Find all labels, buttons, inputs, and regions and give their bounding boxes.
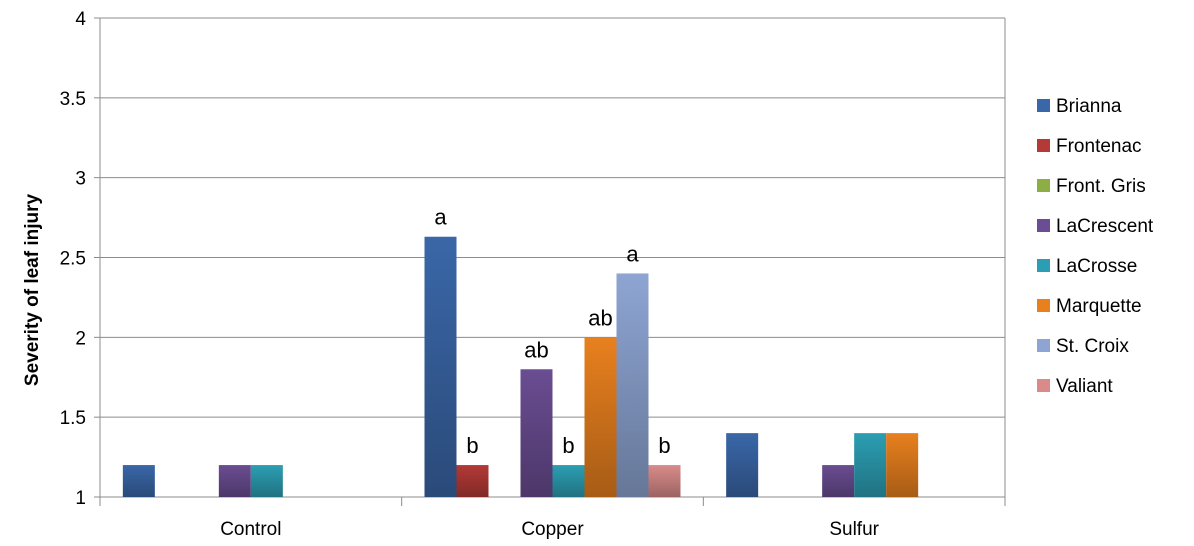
bar-marquette-copper [584,337,617,497]
legend-swatch [1037,219,1050,232]
gridlines [100,17,1005,498]
bar-lacrosse-copper [552,465,585,497]
data-label: b [466,433,478,458]
bar-brianna-control [122,465,155,497]
y-tick-label: 3 [75,169,86,190]
data-label: a [626,241,639,266]
data-label: b [562,433,574,458]
legend-label: Valiant [1056,376,1113,397]
bar-st-croix-copper [616,273,649,497]
legend-label: St. Croix [1056,336,1129,357]
bars [122,236,919,497]
x-tick-label: Control [220,519,281,540]
bar-lacrescent-control [218,465,251,497]
y-tick-label: 4 [75,9,86,30]
y-tick-label: 2.5 [60,249,86,270]
legend-label: LaCrosse [1056,256,1137,277]
x-tick-label: Copper [521,519,584,540]
legend-label: LaCrescent [1056,216,1154,237]
y-axis-label: Severity of leaf injury [22,193,43,386]
y-tick-label: 2 [75,328,86,349]
legend-label: Brianna [1056,96,1122,117]
bar-lacrosse-sulfur [854,433,887,497]
axes: 1 1.5 2 2.5 3 3.5 4 Control Copper Sulfur [60,9,1006,540]
legend-label: Frontenac [1056,136,1142,157]
legend-label: Front. Gris [1056,176,1146,197]
y-tick-label: 1 [75,488,86,509]
legend-swatch [1037,299,1050,312]
bar-lacrescent-copper [520,369,553,497]
legend-swatch [1037,379,1050,392]
legend-swatch [1037,339,1050,352]
y-tick-label: 3.5 [60,89,86,110]
legend-swatch [1037,139,1050,152]
data-label: ab [588,305,612,330]
bar-brianna-sulfur [726,433,759,497]
bar-valiant-copper [648,465,681,497]
x-tick-label: Sulfur [829,519,879,540]
data-label: b [658,433,670,458]
bar-marquette-sulfur [886,433,919,497]
bar-brianna-copper [424,236,457,497]
legend-swatch [1037,99,1050,112]
data-label: a [434,205,447,230]
y-tick-label: 1.5 [60,408,86,429]
bar-lacrescent-sulfur [822,465,855,497]
legend: Brianna Frontenac Front. Gris LaCrescent LaC… [1037,96,1154,397]
bar-lacrosse-control [250,465,283,497]
data-label: ab [524,337,548,362]
legend-label: Marquette [1056,296,1142,317]
legend-swatch [1037,259,1050,272]
legend-swatch [1037,179,1050,192]
bar-frontenac-copper [456,465,489,497]
